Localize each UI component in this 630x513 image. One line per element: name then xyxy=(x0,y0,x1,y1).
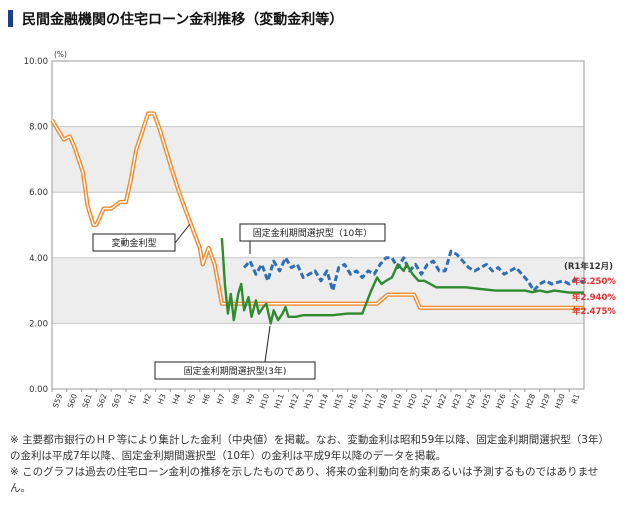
x-tick-label: H22 xyxy=(435,392,449,410)
x-tick-label: H14 xyxy=(317,392,331,410)
end-value-hendo: 年2.475% xyxy=(572,306,616,317)
end-value-fixed10: 年3.250% xyxy=(572,276,616,287)
series-hendo-line-inner xyxy=(51,112,584,309)
x-tick-label: H15 xyxy=(331,392,345,410)
x-tick-label: H29 xyxy=(538,392,552,410)
x-tick-label: H26 xyxy=(494,392,508,410)
x-tick-label: H7 xyxy=(215,392,227,405)
title-accent-bar xyxy=(8,10,13,27)
label-fixed3-leader xyxy=(264,325,271,363)
footnote-line-2: の金利は平成7年以降、固定金利期間選択型（10年）の金利は平成9年以降のデータを… xyxy=(10,450,447,462)
x-tick-label: H10 xyxy=(258,392,272,410)
x-tick-label: H28 xyxy=(524,392,538,410)
x-tick-label: H9 xyxy=(244,392,256,405)
footnotes: ※ 主要都市銀行のＨＰ等により集計した金利（中央値）を掲載。なお、変動金利は昭和… xyxy=(10,432,622,496)
end-period-label: (R1年12月) xyxy=(564,261,613,272)
label-fixed3-box xyxy=(154,361,316,380)
label-hendo-text: 変動金利型 xyxy=(111,237,156,249)
label-fixed10-text: 固定金利期間選択型（10年） xyxy=(253,227,372,239)
x-tick-label: S62 xyxy=(95,392,108,409)
x-tick-label: H30 xyxy=(553,392,567,410)
interest-rate-chart: 0.00 2.00 4.00 6.00 8.00 10.00 (%) S59 S60 S61 S62… xyxy=(24,50,617,410)
x-tick-label: S60 xyxy=(66,392,79,409)
x-tick-label: H20 xyxy=(405,392,419,410)
label-fixed3-text: 固定金利期間選択型(3年) xyxy=(184,365,287,377)
x-tick-label: H17 xyxy=(361,392,375,410)
x-tick-label: H11 xyxy=(272,392,286,410)
y-tick-label: 8.00 xyxy=(29,123,48,133)
plot-band xyxy=(52,323,584,389)
plot-band xyxy=(52,61,584,127)
x-tick-label: S61 xyxy=(80,392,93,409)
label-hendo-leader xyxy=(174,223,191,244)
y-tick-label: 2.00 xyxy=(29,319,48,329)
x-tick-label: H25 xyxy=(479,392,493,410)
footnote-line-4: ん。 xyxy=(10,482,31,494)
footnote-line-3: ※ このグラフは過去の住宅ローン金利の推移を示したものであり、将来の金利動向を約… xyxy=(10,466,599,478)
x-tick-label: H4 xyxy=(170,392,182,405)
x-tick-label: H18 xyxy=(376,392,390,410)
y-tick-label: 4.00 xyxy=(29,254,48,264)
y-tick-label: 0.00 xyxy=(29,385,48,395)
label-fixed10-box xyxy=(239,223,386,242)
x-tick-label: R1 xyxy=(570,392,582,405)
x-tick-label: H8 xyxy=(230,392,242,405)
x-tick-label: S63 xyxy=(110,392,123,409)
x-tick-label: H1 xyxy=(126,392,138,405)
y-tick-label: 6.00 xyxy=(29,188,48,198)
title-bar: 民間金融機関の住宅ローン金利推移（変動金利等） xyxy=(8,8,622,30)
x-tick-label: H2 xyxy=(141,392,153,405)
x-tick-label: H24 xyxy=(464,392,478,410)
series-fixed10-line xyxy=(242,249,585,293)
footnote-line-1: ※ 主要都市銀行のＨＰ等により集計した金利（中央値）を掲載。なお、変動金利は昭和… xyxy=(10,434,609,446)
x-tick-label: H6 xyxy=(200,392,212,405)
x-tick-label: H27 xyxy=(509,392,523,410)
x-tick-label: H12 xyxy=(287,392,301,410)
y-unit-label: (%) xyxy=(54,50,67,59)
x-tick-label: H23 xyxy=(450,392,464,410)
end-value-fixed3: 年2.940% xyxy=(572,292,616,303)
x-tick-label: H21 xyxy=(420,392,434,410)
y-tick-label: 10.00 xyxy=(24,57,48,67)
x-tick-label: H16 xyxy=(346,392,360,410)
x-tick-label: H5 xyxy=(185,392,197,405)
page-title: 民間金融機関の住宅ローン金利推移（変動金利等） xyxy=(22,12,344,28)
x-tick-label: H19 xyxy=(391,392,405,410)
x-tick-label: S59 xyxy=(51,392,64,409)
label-hendo-box xyxy=(92,233,176,252)
x-tick-label: H3 xyxy=(156,392,168,405)
x-tick-label: H13 xyxy=(302,392,316,410)
series-fixed3-line xyxy=(220,238,584,325)
